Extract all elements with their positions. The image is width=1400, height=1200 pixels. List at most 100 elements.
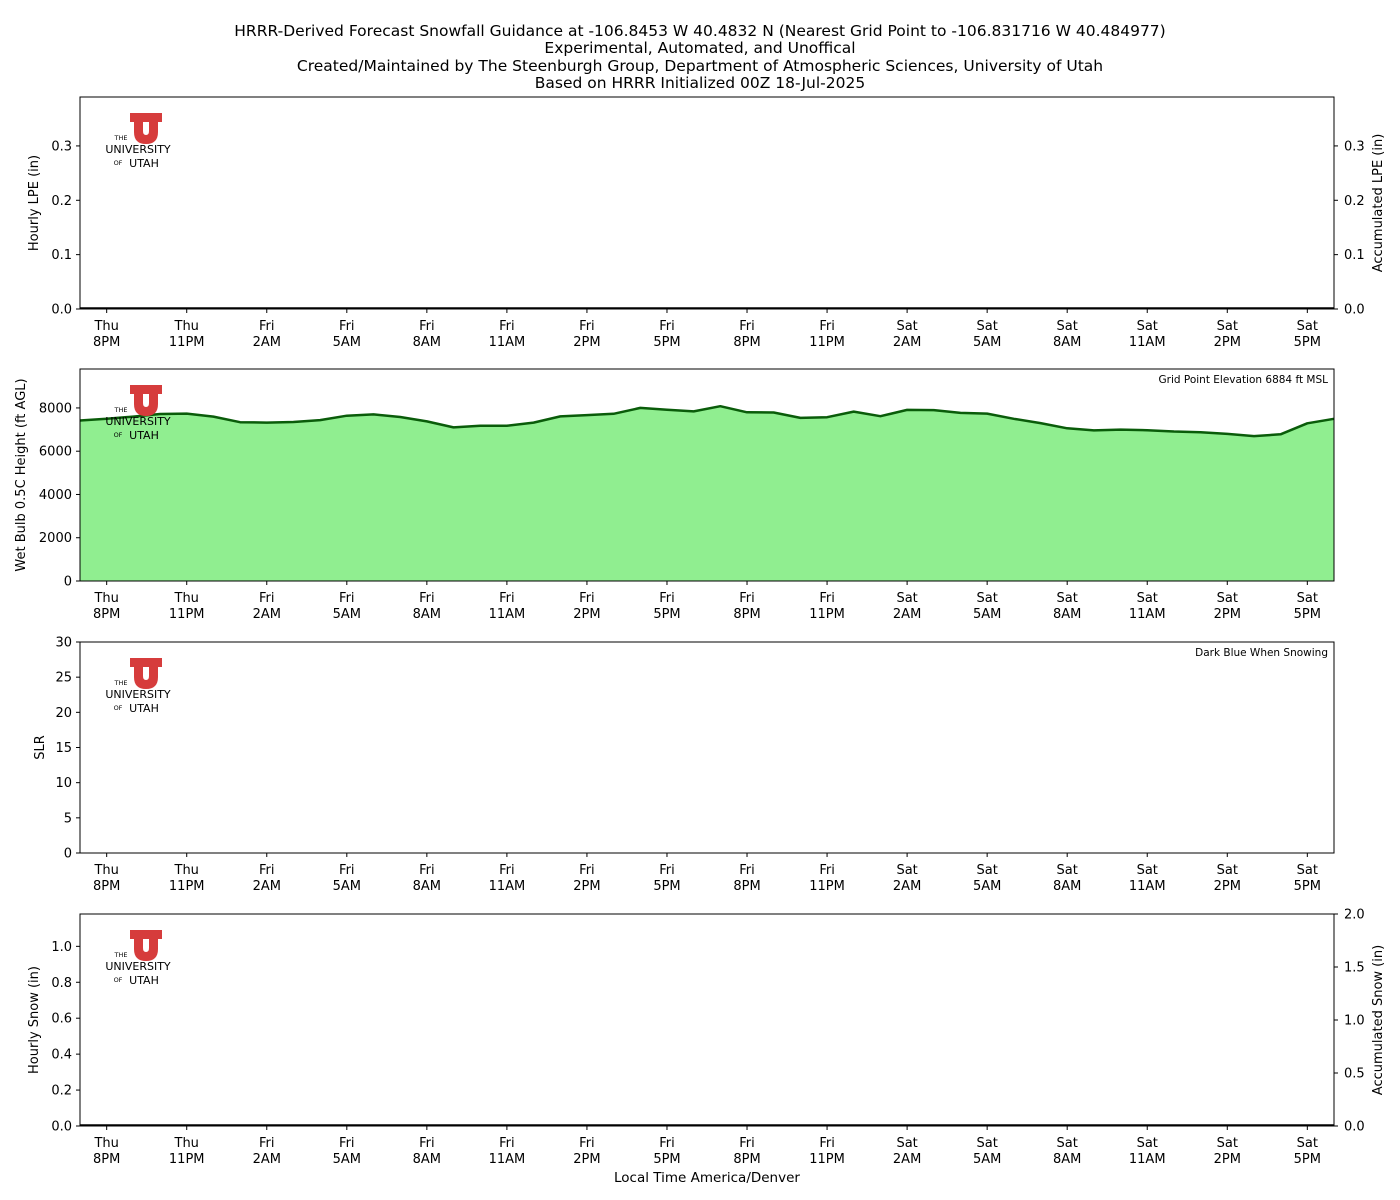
x-tick-day-label: Sat — [1217, 863, 1238, 878]
x-tick-day-label: Sat — [1137, 1136, 1158, 1151]
x-tick-time-label: 2AM — [893, 607, 921, 622]
panel-annotation: Grid Point Elevation 6884 ft MSL — [1159, 374, 1329, 386]
x-tick-day-label: Sat — [1137, 319, 1158, 334]
x-tick-day-label: Sat — [976, 1136, 997, 1151]
x-tick-day-label: Sat — [1137, 863, 1158, 878]
x-tick-day-label: Sat — [1057, 863, 1078, 878]
logo-university: UNIVERSITY — [105, 960, 171, 973]
x-tick-time-label: 8PM — [93, 607, 120, 622]
y-tick-label: 0.4 — [51, 1048, 72, 1063]
x-tick-time-label: 5PM — [653, 607, 680, 622]
y-tick-label: 0 — [64, 847, 72, 862]
x-tick-time-label: 8PM — [733, 335, 760, 350]
block-u-icon — [130, 113, 162, 144]
x-tick-time-label: 2PM — [573, 879, 600, 894]
x-tick-day-label: Sat — [1217, 591, 1238, 606]
x-tick-time-label: 2PM — [1214, 335, 1241, 350]
x-tick-day-label: Fri — [339, 863, 355, 878]
x-tick-time-label: 11AM — [1129, 335, 1166, 350]
x-tick-day-label: Sat — [1057, 319, 1078, 334]
logo-of: OF — [114, 159, 123, 167]
x-tick-day-label: Sat — [896, 591, 917, 606]
logo-of: OF — [114, 976, 123, 984]
y2-axis-label: Accumulated LPE (in) — [1371, 134, 1386, 273]
x-tick-day-label: Fri — [739, 1136, 755, 1151]
logo-the: THE — [114, 134, 128, 142]
y-tick-label: 0.1 — [51, 248, 72, 263]
y-tick-label: 0.2 — [51, 1084, 72, 1099]
y-tick-label: 4000 — [39, 488, 72, 503]
y-tick-label: 8000 — [39, 401, 72, 416]
x-tick-day-label: Fri — [819, 863, 835, 878]
logo-utah: UTAH — [129, 157, 159, 170]
x-tick-time-label: 2AM — [893, 1152, 921, 1167]
x-tick-time-label: 5AM — [333, 1152, 361, 1167]
x-tick-time-label: 2PM — [573, 1152, 600, 1167]
x-tick-time-label: 11AM — [1129, 879, 1166, 894]
x-tick-time-label: 8AM — [1053, 335, 1081, 350]
x-tick-day-label: Sat — [1057, 591, 1078, 606]
y2-tick-label: 0.5 — [1344, 1067, 1365, 1082]
x-tick-day-label: Sat — [1217, 319, 1238, 334]
x-tick-day-label: Fri — [419, 1136, 435, 1151]
x-tick-time-label: 2AM — [253, 607, 281, 622]
y2-tick-label: 1.0 — [1344, 1014, 1365, 1029]
x-tick-day-label: Fri — [499, 1136, 515, 1151]
x-tick-day-label: Fri — [819, 591, 835, 606]
x-tick-time-label: 8PM — [733, 607, 760, 622]
x-tick-day-label: Sat — [1297, 591, 1318, 606]
x-tick-time-label: 8AM — [413, 335, 441, 350]
wet-bulb-height-area — [80, 406, 1334, 581]
x-tick-time-label: 11AM — [1129, 1152, 1166, 1167]
logo-utah: UTAH — [129, 702, 159, 715]
x-tick-time-label: 2PM — [1214, 1152, 1241, 1167]
x-tick-time-label: 8AM — [1053, 879, 1081, 894]
y-tick-label: 20 — [55, 706, 72, 721]
y-tick-label: 25 — [55, 671, 72, 686]
x-tick-time-label: 8AM — [413, 607, 441, 622]
x-tick-time-label: 11PM — [809, 879, 845, 894]
x-tick-time-label: 11PM — [809, 335, 845, 350]
x-tick-day-label: Fri — [659, 319, 675, 334]
x-tick-time-label: 11AM — [489, 335, 526, 350]
logo-the: THE — [114, 406, 128, 414]
x-tick-time-label: 5PM — [653, 335, 680, 350]
x-tick-day-label: Fri — [499, 863, 515, 878]
x-tick-day-label: Fri — [499, 319, 515, 334]
x-tick-day-label: Fri — [419, 863, 435, 878]
y2-axis-label: Accumulated Snow (in) — [1371, 945, 1386, 1095]
x-tick-time-label: 8PM — [93, 1152, 120, 1167]
x-tick-time-label: 2PM — [573, 335, 600, 350]
panel-annotation: Dark Blue When Snowing — [1195, 647, 1328, 659]
y-tick-label: 15 — [55, 741, 72, 756]
block-u-icon — [130, 658, 162, 689]
y-tick-label: 0.0 — [51, 303, 72, 318]
x-tick-day-label: Fri — [659, 591, 675, 606]
x-tick-time-label: 11AM — [489, 607, 526, 622]
y2-tick-label: 0.0 — [1344, 1120, 1365, 1135]
x-tick-day-label: Sat — [896, 863, 917, 878]
x-tick-day-label: Sat — [1057, 1136, 1078, 1151]
x-tick-time-label: 2AM — [253, 879, 281, 894]
x-tick-time-label: 2AM — [893, 335, 921, 350]
x-tick-time-label: 5AM — [973, 1152, 1001, 1167]
y-tick-label: 0.0 — [51, 1120, 72, 1135]
x-tick-day-label: Thu — [174, 863, 199, 878]
x-tick-day-label: Fri — [739, 863, 755, 878]
x-tick-day-label: Fri — [259, 1136, 275, 1151]
logo-of: OF — [114, 431, 123, 439]
y-tick-label: 0 — [64, 575, 72, 590]
logo-the: THE — [114, 951, 128, 959]
figure-title: HRRR-Derived Forecast Snowfall Guidance … — [234, 22, 1165, 92]
x-tick-time-label: 8PM — [733, 879, 760, 894]
x-tick-day-label: Thu — [174, 1136, 199, 1151]
x-tick-time-label: 11PM — [169, 879, 205, 894]
x-tick-time-label: 5AM — [333, 879, 361, 894]
x-tick-day-label: Sat — [976, 591, 997, 606]
x-tick-day-label: Fri — [339, 591, 355, 606]
y2-tick-label: 0.0 — [1344, 303, 1365, 318]
